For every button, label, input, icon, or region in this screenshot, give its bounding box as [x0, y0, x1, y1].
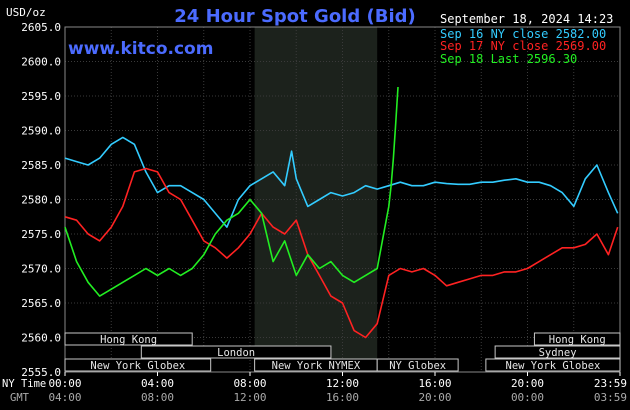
- session-label: New York Globex: [506, 360, 601, 372]
- session-label: Sydney: [539, 347, 577, 359]
- session-box: [485, 358, 621, 372]
- series-line-sep-17: [64, 167, 619, 339]
- ny-time-tick-label: 12:00: [326, 377, 359, 390]
- session-label: Hong Kong: [549, 334, 606, 346]
- unit-label: USD/oz: [6, 6, 46, 19]
- y-tick-label: 2575.0: [21, 228, 61, 241]
- legend-entry-sep17: Sep 17 NY close 2569.00: [440, 39, 606, 53]
- legend-entry-sep16: Sep 16 NY close 2582.00: [440, 27, 606, 41]
- legend: Sep 16 NY close 2582.00 Sep 17 NY close …: [440, 27, 606, 66]
- gmt-tick-label: 03:59: [594, 391, 627, 404]
- session-box: [376, 358, 459, 372]
- ny-time-tick-label: 20:00: [511, 377, 544, 390]
- gmt-tick-label: 08:00: [141, 391, 174, 404]
- y-tick-label: 2585.0: [21, 159, 61, 172]
- y-tick-label: 2570.0: [21, 263, 61, 276]
- date-label: September 18, 2024 14:23: [440, 12, 613, 26]
- ny-time-label: NY Time: [2, 378, 46, 390]
- chart-title: 24 Hour Spot Gold (Bid): [174, 6, 415, 27]
- y-tick-label: 2560.0: [21, 332, 61, 345]
- session-box: [64, 332, 193, 346]
- y-tick-label: 2595.0: [21, 90, 61, 103]
- session-box: [494, 345, 621, 359]
- series-lines: [64, 86, 619, 339]
- session-box: [533, 332, 621, 346]
- series-line-sep-18: [64, 86, 399, 297]
- y-tick-label: 2590.0: [21, 125, 61, 138]
- y-axis: 2605.0 2600.0 2595.0 2590.0 2585.0 2580.0 2575…: [21, 21, 61, 379]
- gmt-tick-label: 12:00: [233, 391, 266, 404]
- series-line-sep-16: [64, 136, 619, 228]
- ny-time-tick-label: 08:00: [233, 377, 266, 390]
- gmt-tick-label: 00:00: [511, 391, 544, 404]
- gmt-tick-label: 04:00: [48, 391, 81, 404]
- gmt-tick-label: 20:00: [418, 391, 451, 404]
- session-label: New York NYMEX: [272, 360, 361, 372]
- x-axis: NY TimeGMT00:0004:0004:0008:0008:0012:00…: [2, 372, 627, 404]
- session-label: NY Globex: [389, 360, 446, 372]
- session-label: London: [217, 347, 255, 359]
- session-box: [140, 345, 332, 359]
- gmt-label: GMT: [10, 392, 30, 404]
- y-tick-label: 2555.0: [21, 366, 61, 379]
- ny-time-tick-label: 23:59: [594, 377, 627, 390]
- session-label: Hong Kong: [100, 334, 157, 346]
- website-label: www.kitco.com: [68, 39, 213, 59]
- legend-entry-sep18: Sep 18 Last 2596.30: [440, 52, 577, 66]
- market-sessions: Hong Kong London New York Globex New York N…: [64, 332, 621, 372]
- session-box: [64, 358, 212, 372]
- y-tick-label: 2605.0: [21, 21, 61, 34]
- y-tick-label: 2600.0: [21, 56, 61, 69]
- y-tick-label: 2565.0: [21, 297, 61, 310]
- ny-time-tick-label: 00:00: [48, 377, 81, 390]
- y-tick-label: 2580.0: [21, 194, 61, 207]
- nymex-session-shade: [254, 27, 378, 372]
- ny-time-tick-label: 16:00: [418, 377, 451, 390]
- gmt-tick-label: 16:00: [326, 391, 359, 404]
- session-label: New York Globex: [90, 360, 185, 372]
- ny-time-tick-label: 04:00: [141, 377, 174, 390]
